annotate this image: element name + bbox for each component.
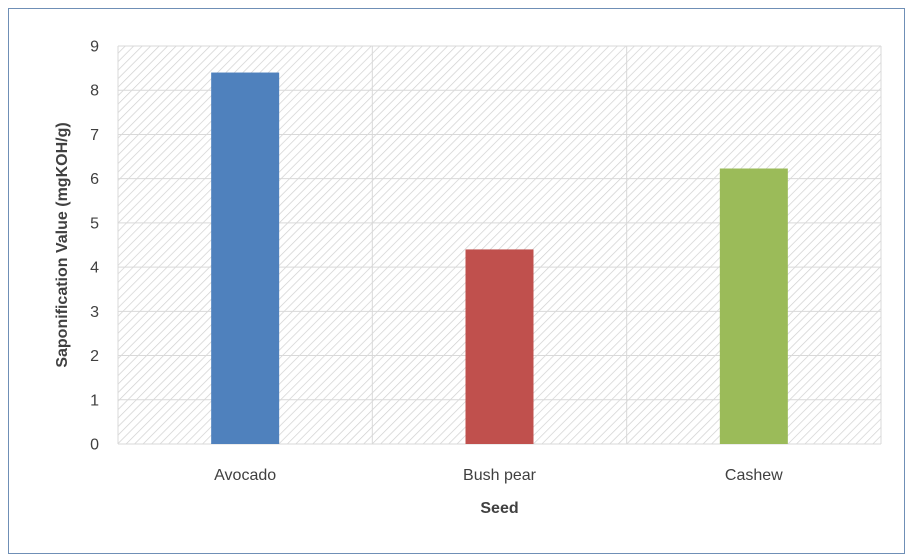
x-axis-title: Seed: [480, 500, 518, 517]
y-tick-label: 6: [90, 171, 99, 188]
y-axis-title: Saponification Value (mgKOH/g): [54, 122, 71, 367]
y-tick-label: 1: [90, 392, 99, 409]
y-tick-label: 0: [90, 437, 99, 454]
bar-chart: 0 1 2 3 4 5 6 7 8 9 Avocado Bush pear Cashew Seed S…: [54, 39, 882, 517]
x-axis-ticks: Avocado Bush pear Cashew: [214, 467, 783, 484]
bar-avocado: [211, 72, 280, 445]
y-tick-label: 4: [90, 260, 99, 277]
bar-bush-pear: [465, 249, 534, 444]
y-tick-label: 2: [90, 348, 99, 365]
x-tick-label: Avocado: [214, 467, 276, 484]
x-tick-label: Bush pear: [463, 467, 537, 484]
y-tick-label: 3: [90, 304, 99, 321]
y-tick-label: 5: [90, 215, 99, 232]
y-tick-label: 8: [90, 83, 99, 100]
y-axis-ticks: 0 1 2 3 4 5 6 7 8 9: [90, 39, 99, 454]
bars: [211, 72, 788, 445]
bar-cashew: [719, 168, 788, 445]
y-tick-label: 9: [90, 39, 99, 56]
chart-frame: 0 1 2 3 4 5 6 7 8 9 Avocado Bush pear Cashew Seed S…: [8, 8, 905, 554]
x-tick-label: Cashew: [725, 467, 783, 484]
y-tick-label: 7: [90, 127, 99, 144]
